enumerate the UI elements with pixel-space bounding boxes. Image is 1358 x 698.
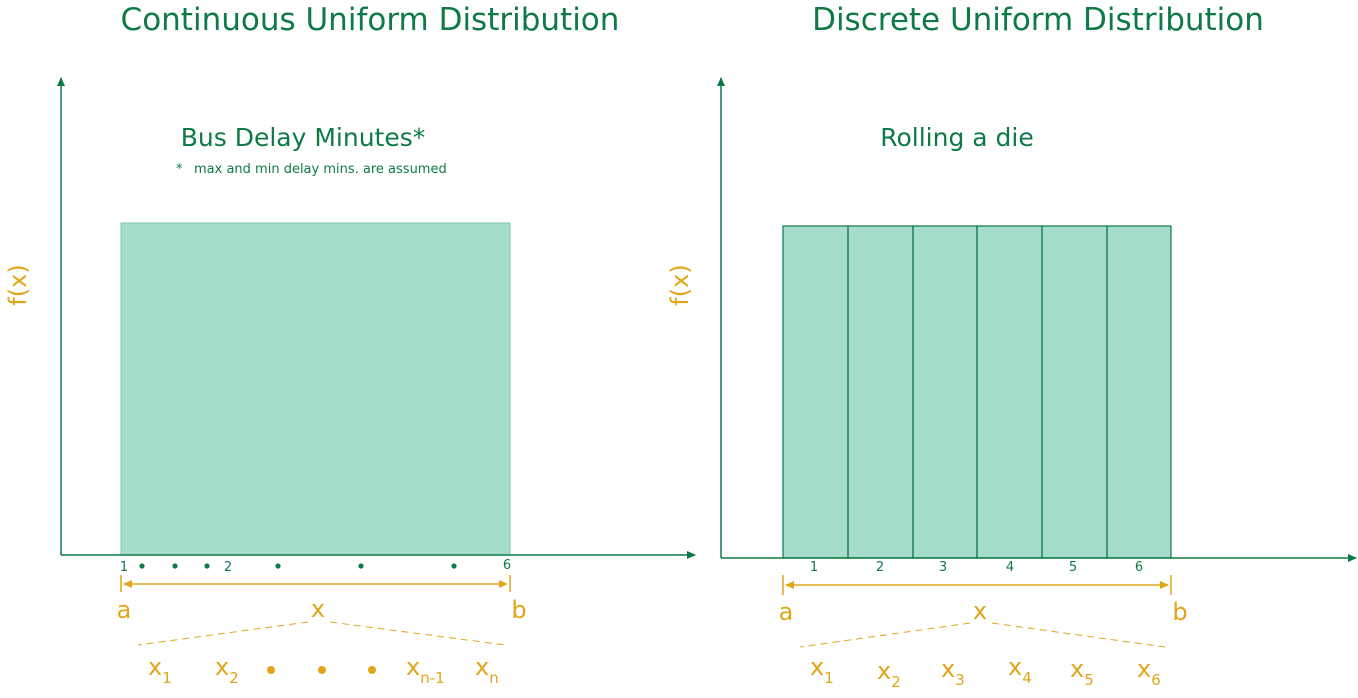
continuous-dot — [451, 563, 457, 569]
continuous-tick-6: 6 — [503, 558, 511, 573]
continuous-ellipsis-dot — [318, 666, 326, 674]
discrete-ylabel: f(x) — [666, 264, 694, 305]
continuous-ylabel: f(x) — [4, 264, 32, 305]
continuous-subtitle: Bus Delay Minutes* — [181, 123, 426, 152]
discrete-sample-x6: x6 — [1137, 655, 1161, 689]
discrete-sample-x4: x4 — [1008, 653, 1032, 687]
discrete-tick-4: 4 — [1006, 560, 1014, 575]
continuous-fan-right — [329, 621, 506, 646]
continuous-tick-2: 2 — [224, 560, 232, 575]
continuous-sample-x2: x2 — [215, 653, 239, 687]
continuous-ellipsis-dot — [267, 666, 275, 674]
assumption-note: max and min delay mins. are assumed — [194, 162, 447, 177]
discrete-title: Discrete Uniform Distribution — [812, 2, 1264, 38]
continuous-title: Continuous Uniform Distribution — [121, 2, 620, 38]
continuous-range-b: b — [511, 596, 526, 624]
note-asterisk: * — [176, 162, 183, 177]
continuous-ellipsis-dot — [368, 666, 376, 674]
discrete-sample-x3: x3 — [941, 655, 965, 689]
continuous-dot — [139, 563, 145, 569]
discrete-tick-1: 1 — [810, 560, 818, 575]
continuous-sample-x1: x1 — [148, 653, 172, 687]
continuous-range-a: a — [117, 596, 132, 624]
continuous-dot — [275, 563, 281, 569]
continuous-sample-xn-1: xn-1 — [406, 653, 445, 687]
discrete-panel: Discrete Uniform Distribution Rolling a … — [666, 2, 1357, 691]
continuous-dot — [172, 563, 178, 569]
discrete-fan-left — [799, 622, 971, 648]
discrete-tick-2: 2 — [876, 560, 884, 575]
continuous-fan-left — [137, 621, 309, 646]
discrete-tick-3: 3 — [939, 560, 947, 575]
continuous-tick-1: 1 — [120, 560, 128, 575]
discrete-tick-5: 5 — [1069, 560, 1077, 575]
continuous-dot — [204, 563, 210, 569]
continuous-sample-xn: xn — [475, 653, 499, 687]
discrete-tick-6: 6 — [1135, 560, 1143, 575]
discrete-sample-x1: x1 — [810, 653, 834, 687]
discrete-range-x: x — [973, 597, 987, 625]
continuous-panel: Continuous Uniform Distribution Bus Dela… — [4, 2, 696, 687]
continuous-density-region — [121, 223, 510, 555]
discrete-subtitle: Rolling a die — [880, 123, 1034, 152]
discrete-fan-right — [991, 622, 1166, 648]
discrete-range-b: b — [1172, 598, 1187, 626]
continuous-range-x: x — [311, 595, 325, 623]
discrete-sample-x2: x2 — [877, 657, 901, 691]
discrete-sample-x5: x5 — [1070, 655, 1094, 689]
continuous-dot — [358, 563, 364, 569]
discrete-range-a: a — [779, 598, 794, 626]
